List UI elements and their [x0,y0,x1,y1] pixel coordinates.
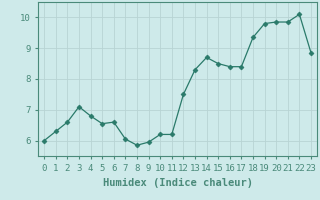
X-axis label: Humidex (Indice chaleur): Humidex (Indice chaleur) [103,178,252,188]
